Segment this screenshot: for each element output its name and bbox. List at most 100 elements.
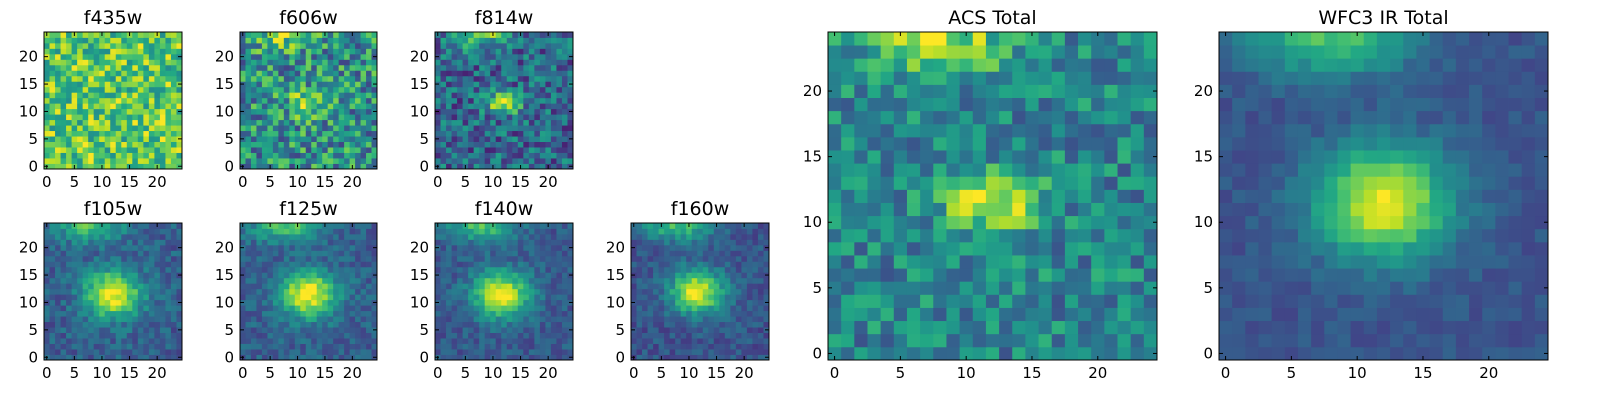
- heatmap-cell: [719, 349, 726, 355]
- heatmap-cell: [920, 307, 934, 322]
- heatmap-cell: [528, 32, 535, 38]
- heatmap-cell: [49, 108, 56, 115]
- heatmap-cell: [261, 163, 268, 170]
- heatmap-cell: [757, 327, 764, 333]
- heatmap-cell: [240, 283, 246, 290]
- heatmap-cell: [60, 338, 67, 344]
- heatmap-cell: [1012, 346, 1026, 361]
- heatmap-cell: [176, 86, 183, 93]
- heatmap-cell: [82, 92, 89, 99]
- heatmap-cell: [99, 283, 106, 290]
- heatmap-cell: [1143, 281, 1158, 295]
- heatmap-cell: [278, 81, 285, 88]
- heatmap-cell: [724, 233, 731, 240]
- heatmap-cell: [545, 266, 552, 273]
- heatmap-cell: [137, 53, 144, 60]
- heatmap-cell: [1104, 294, 1118, 308]
- y-tick-label: 10: [19, 293, 38, 311]
- heatmap-cell: [757, 239, 764, 246]
- heatmap-cell: [523, 53, 530, 60]
- heatmap-cell: [99, 349, 106, 355]
- heatmap-cell: [653, 343, 659, 350]
- heatmap-cell: [512, 277, 519, 284]
- heatmap-cell: [316, 42, 323, 49]
- heatmap-cell: [451, 305, 458, 312]
- heatmap-cell: [468, 255, 475, 262]
- y-tick-label: 5: [28, 130, 38, 148]
- heatmap-cell: [501, 119, 508, 126]
- heatmap-cell: [261, 48, 268, 55]
- heatmap-cell: [724, 283, 731, 290]
- heatmap-cell: [539, 32, 546, 38]
- heatmap-cell: [294, 81, 301, 88]
- heatmap-cell: [60, 327, 67, 333]
- heatmap-cell: [523, 92, 530, 99]
- heatmap-cell: [523, 141, 530, 148]
- heatmap-cell: [366, 277, 372, 284]
- heatmap-cell: [148, 37, 155, 44]
- heatmap-cell: [344, 343, 350, 350]
- heatmap-cell: [691, 349, 698, 355]
- heatmap-cell: [170, 53, 177, 60]
- heatmap-cell: [686, 327, 693, 333]
- heatmap-cell: [77, 81, 84, 88]
- heatmap-cell: [88, 42, 95, 49]
- heatmap-cell: [148, 108, 155, 115]
- heatmap-cell: [289, 299, 296, 306]
- heatmap-cell: [272, 42, 279, 49]
- heatmap-cell: [44, 349, 50, 355]
- heatmap-cell: [165, 354, 172, 361]
- heatmap-cell: [66, 266, 72, 273]
- heatmap-cell: [88, 332, 95, 339]
- heatmap-cell: [300, 283, 307, 290]
- heatmap-cell: [267, 108, 274, 115]
- heatmap-cell: [468, 343, 475, 350]
- heatmap-cell: [289, 163, 296, 170]
- heatmap-cell: [446, 32, 452, 38]
- heatmap-cell: [462, 277, 469, 284]
- heatmap-cell: [261, 349, 268, 355]
- heatmap-cell: [561, 310, 568, 317]
- heatmap-cell: [355, 70, 361, 77]
- heatmap-cell: [245, 37, 252, 44]
- heatmap-cell: [664, 332, 671, 339]
- heatmap-cell: [1078, 163, 1092, 177]
- heatmap-cell: [457, 327, 463, 333]
- heatmap-cell: [713, 244, 720, 251]
- heatmap-cell: [539, 158, 546, 164]
- heatmap-cell: [495, 349, 502, 355]
- heatmap-cell: [137, 59, 144, 66]
- heatmap-cell: [322, 119, 329, 126]
- heatmap-cell: [322, 250, 329, 257]
- heatmap-cell: [66, 349, 72, 355]
- heatmap-cell: [71, 321, 78, 328]
- heatmap-cell: [126, 125, 133, 132]
- heatmap-cell: [267, 75, 274, 82]
- heatmap-cell: [1051, 320, 1066, 335]
- heatmap-cell: [115, 141, 122, 148]
- heatmap-cell: [300, 64, 307, 71]
- heatmap-cell: [550, 349, 557, 355]
- heatmap-cell: [1012, 333, 1026, 348]
- heatmap-cell: [44, 70, 50, 77]
- heatmap-cell: [669, 277, 676, 284]
- heatmap-cell: [708, 305, 715, 312]
- heatmap-cell: [473, 97, 480, 104]
- heatmap-cell: [440, 261, 447, 268]
- heatmap-cell: [647, 332, 654, 339]
- heatmap-cell: [82, 310, 89, 317]
- heatmap-cell: [344, 108, 350, 115]
- heatmap-cell: [355, 86, 361, 93]
- heatmap-cell: [468, 37, 475, 44]
- heatmap-cell: [697, 228, 704, 235]
- heatmap-cell: [446, 53, 452, 60]
- heatmap-cell: [93, 86, 100, 93]
- heatmap-cell: [702, 223, 709, 229]
- heatmap-cell: [567, 92, 574, 99]
- heatmap-cell: [283, 299, 290, 306]
- heatmap-cell: [479, 255, 486, 262]
- heatmap-cell: [999, 241, 1013, 256]
- heatmap-cell: [490, 316, 497, 323]
- heatmap-cell: [311, 261, 318, 268]
- panel-title: f140w: [475, 198, 534, 220]
